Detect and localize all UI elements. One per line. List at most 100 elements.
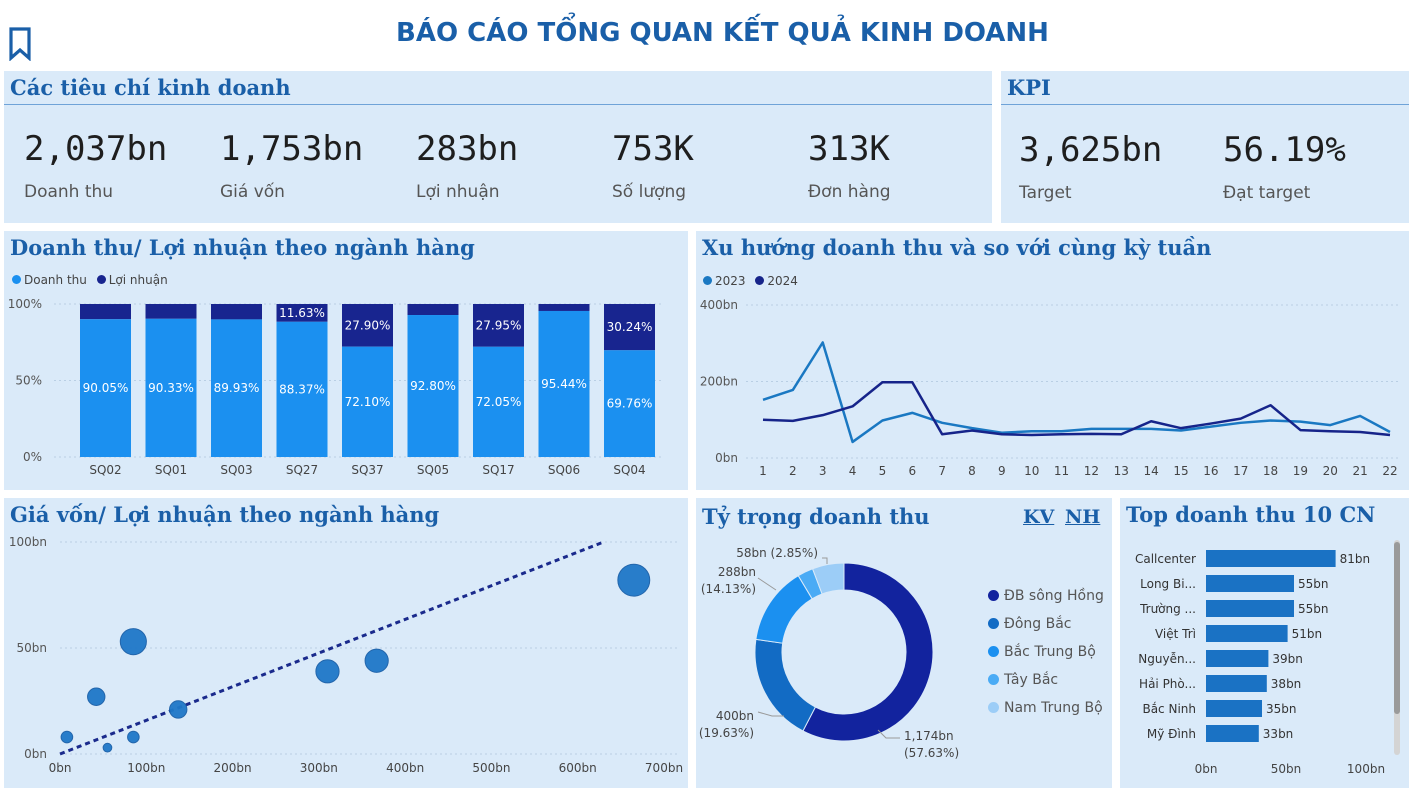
x-tick-label: 6 — [908, 464, 916, 478]
y-tick-label: 100% — [8, 297, 42, 311]
link-kv[interactable]: KV — [1023, 506, 1055, 528]
donut-slice — [811, 562, 845, 595]
top-branches-title: Top doanh thu 10 CN — [1126, 502, 1376, 527]
kpi-business-panel: Các tiêu chí kinh doanh 2,037bn Doanh th… — [4, 71, 992, 223]
branch-label: Việt Trì — [1155, 627, 1196, 641]
x-tick-label: 600bn — [559, 761, 597, 775]
kpi-label: Target — [1019, 183, 1072, 203]
kpi-target-panel: KPI 3,625bn Target 56.19% Đạt target — [1001, 71, 1409, 223]
top-branches-panel: Top doanh thu 10 CN Callcenter 81bn Long B… — [1120, 498, 1409, 788]
x-tick-label: 18 — [1263, 464, 1278, 478]
x-tick-label: 14 — [1144, 464, 1159, 478]
bar-revenue — [145, 318, 197, 457]
x-tick-label: 100bn — [1347, 762, 1385, 776]
donut-slice — [755, 574, 813, 644]
leader-line — [822, 557, 828, 564]
x-tick-label: SQ27 — [286, 463, 318, 477]
legend-2024[interactable]: 2024 — [755, 274, 798, 288]
branch-label: Long Bi... — [1140, 577, 1196, 591]
legend-tay-bac[interactable]: Tây Bắc — [988, 672, 1058, 688]
x-tick-label: SQ37 — [351, 463, 383, 477]
bar-value-label: 72.05% — [476, 395, 522, 409]
legend-db-song-hong[interactable]: ĐB sông Hồng — [988, 588, 1104, 604]
x-tick-label: 300bn — [300, 761, 338, 775]
kpi-value: 1,753bn — [220, 129, 364, 169]
branch-value-label: 51bn — [1292, 627, 1323, 641]
kpi-label: Lợi nhuận — [416, 182, 500, 202]
series-line-2023 — [762, 341, 1391, 444]
kpi-label: Doanh thu — [24, 182, 114, 202]
bar-revenue — [604, 350, 655, 457]
kpi-value: 753K — [612, 129, 694, 169]
legend-nam-trung-bo[interactable]: Nam Trung Bộ — [988, 700, 1103, 716]
legend-profit[interactable]: Lợi nhuận — [96, 273, 168, 287]
x-tick-label: 0bn — [1195, 762, 1218, 776]
donut-value-label: (14.13%) — [701, 582, 756, 596]
bar-profit — [407, 304, 459, 316]
branch-value-label: 35bn — [1266, 702, 1297, 716]
bar-profit — [211, 304, 262, 320]
branch-bar — [1206, 700, 1262, 717]
x-tick-label: 15 — [1173, 464, 1188, 478]
scrollbar-thumb[interactable] — [1394, 542, 1400, 714]
x-tick-label: 4 — [849, 464, 857, 478]
leader-line — [757, 577, 777, 591]
scatter-point — [169, 700, 188, 719]
bar-value-label: 90.33% — [148, 381, 194, 395]
x-tick-label: 22 — [1382, 464, 1397, 478]
y-tick-label: 200bn — [700, 375, 738, 389]
x-tick-label: SQ02 — [89, 463, 121, 477]
kpi-business-title: Các tiêu chí kinh doanh — [10, 75, 291, 100]
bar-profit — [342, 304, 393, 347]
branch-bar — [1206, 650, 1269, 667]
y-tick-label: 0bn — [715, 451, 738, 465]
x-tick-label: 11 — [1054, 464, 1069, 478]
trendline — [59, 540, 605, 756]
x-tick-label: 21 — [1353, 464, 1368, 478]
x-tick-label: 1 — [759, 464, 767, 478]
x-tick-label: 5 — [879, 464, 887, 478]
branch-label: Bắc Ninh — [1142, 702, 1196, 716]
donut-value-label: (19.63%) — [699, 726, 754, 740]
donut-value-label: (57.63%) — [904, 746, 959, 760]
branch-value-label: 39bn — [1272, 652, 1303, 666]
donut-slice — [802, 562, 934, 742]
legend-dong-bac[interactable]: Đông Bắc — [988, 616, 1072, 632]
branch-value-label: 55bn — [1298, 577, 1329, 591]
bar-revenue — [211, 319, 262, 457]
x-tick-label: 12 — [1084, 464, 1099, 478]
branch-value-label: 55bn — [1298, 602, 1329, 616]
bar-profit — [276, 304, 328, 322]
scatter-chart-panel: Giá vốn/ Lợi nhuận theo ngành hàng 0bn 50… — [4, 498, 688, 788]
donut-value-label: 58bn (2.85%) — [736, 546, 818, 560]
kpi-value: 2,037bn — [24, 129, 168, 169]
branch-bar — [1206, 625, 1288, 642]
donut-value-label: 400bn — [716, 709, 754, 723]
scatter-point — [119, 628, 147, 656]
bar-revenue — [407, 315, 459, 457]
legend-bac-trung-bo[interactable]: Bắc Trung Bộ — [988, 644, 1096, 660]
bar-value-label: 30.24% — [607, 320, 653, 334]
branch-bar — [1206, 550, 1336, 567]
x-tick-label: SQ06 — [548, 463, 580, 477]
legend-2023[interactable]: 2023 — [703, 274, 746, 288]
bar-value-label: 27.95% — [476, 318, 522, 332]
line-chart-title: Xu hướng doanh thu và so với cùng kỳ tuầ… — [702, 235, 1212, 260]
y-tick-label: 0bn — [24, 747, 47, 761]
x-tick-label: SQ03 — [220, 463, 252, 477]
bookmark-icon[interactable] — [8, 27, 32, 62]
x-tick-label: SQ17 — [482, 463, 514, 477]
bar-revenue — [538, 310, 590, 457]
bar-chart-panel: Doanh thu/ Lợi nhuận theo ngành hàng Doa… — [4, 231, 688, 490]
branch-bar — [1206, 725, 1259, 742]
series-line-2024 — [762, 381, 1391, 437]
leader-line — [877, 729, 900, 739]
bar-value-label: 95.44% — [541, 377, 587, 391]
branch-label: Hải Phò... — [1139, 677, 1196, 691]
bar-value-label: 11.63% — [279, 306, 325, 320]
scrollbar[interactable] — [1394, 540, 1400, 755]
legend-revenue[interactable]: Doanh thu — [12, 273, 87, 287]
bar-revenue — [80, 319, 131, 457]
link-nh[interactable]: NH — [1065, 506, 1101, 528]
